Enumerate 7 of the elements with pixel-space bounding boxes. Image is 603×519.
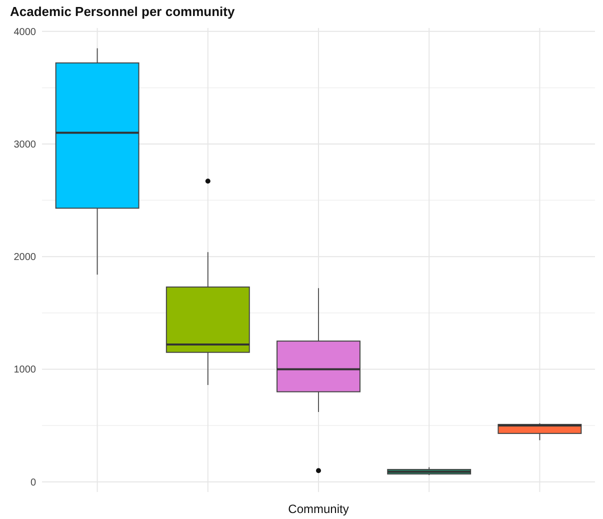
y-tick-label: 4000: [14, 26, 36, 38]
chart-title: Academic Personnel per community: [10, 4, 236, 19]
y-tick-label: 1000: [14, 364, 36, 376]
y-tick-label: 3000: [14, 140, 36, 150]
y-tick-label: 2000: [14, 252, 36, 264]
x-axis-title: Community: [288, 502, 349, 516]
y-tick-label: 0: [30, 477, 36, 488]
